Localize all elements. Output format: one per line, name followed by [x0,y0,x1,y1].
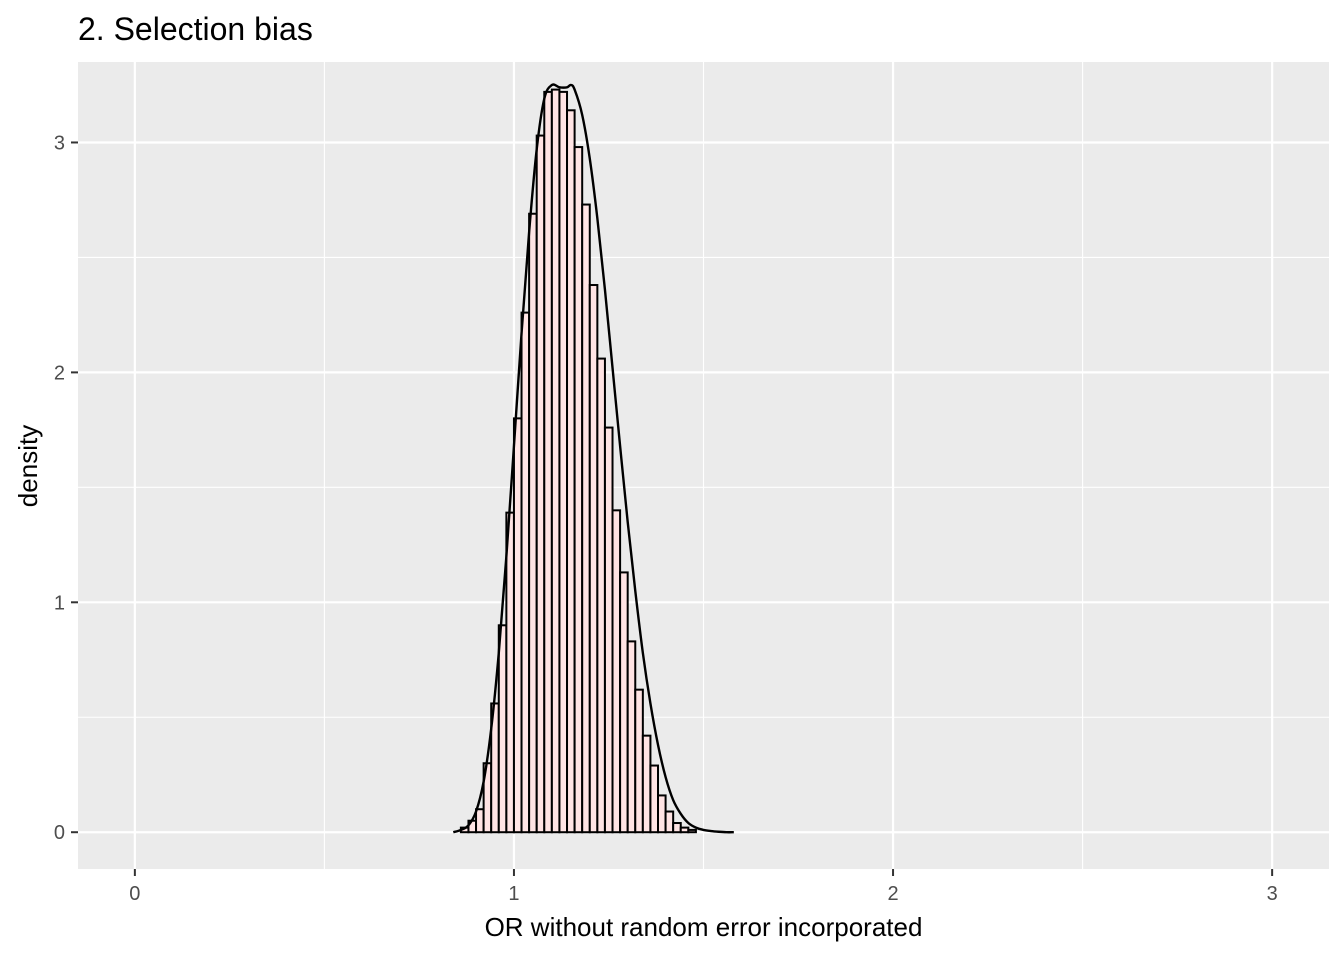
histogram-bar [566,109,576,834]
histogram-bar [679,826,690,834]
histogram-bar [505,511,515,834]
y-tick-label: 1 [54,592,65,614]
x-axis-ticks: 0 1 2 3 [129,869,1278,905]
histogram-bar [596,357,606,834]
x-tick-label: 0 [129,883,140,905]
histogram-bar [634,688,644,834]
histogram-bar [520,311,531,834]
histogram-bar [497,624,508,834]
histogram-bar [649,764,660,834]
histogram-bar [581,203,591,834]
x-axis-title: OR without random error incorporated [485,912,923,942]
histogram-bar [619,571,629,834]
density-curve [452,83,734,834]
x-tick-label: 1 [508,883,519,905]
histogram-bar [528,212,538,834]
histogram-bar [687,828,697,834]
histogram-bar [641,734,652,834]
histogram-bar [543,90,553,834]
histogram-bar [573,146,584,834]
chart-title: 2. Selection bias [78,11,313,47]
histogram-bar [512,417,523,834]
histogram-bar [475,808,485,834]
histogram-bar [626,640,637,834]
histogram-bar [558,90,569,834]
y-tick-label: 2 [54,362,65,384]
histogram-bar [550,88,561,834]
histogram-bar [672,822,682,834]
y-axis-ticks: 0 1 2 3 [54,132,78,844]
x-tick-label: 3 [1267,883,1278,905]
y-tick-label: 3 [54,132,65,154]
histogram-bar [588,284,599,834]
grid-minor [78,62,1329,869]
x-tick-label: 2 [887,883,898,905]
y-tick-label: 0 [54,822,65,844]
histogram-bar [535,134,546,834]
histogram-bar [664,810,675,834]
grid-major [78,62,1329,869]
histogram-bar [611,509,622,834]
histogram-bar [603,426,614,834]
histogram-bars [459,88,697,834]
histogram-bar [657,794,667,834]
y-axis-title: density [13,425,43,507]
